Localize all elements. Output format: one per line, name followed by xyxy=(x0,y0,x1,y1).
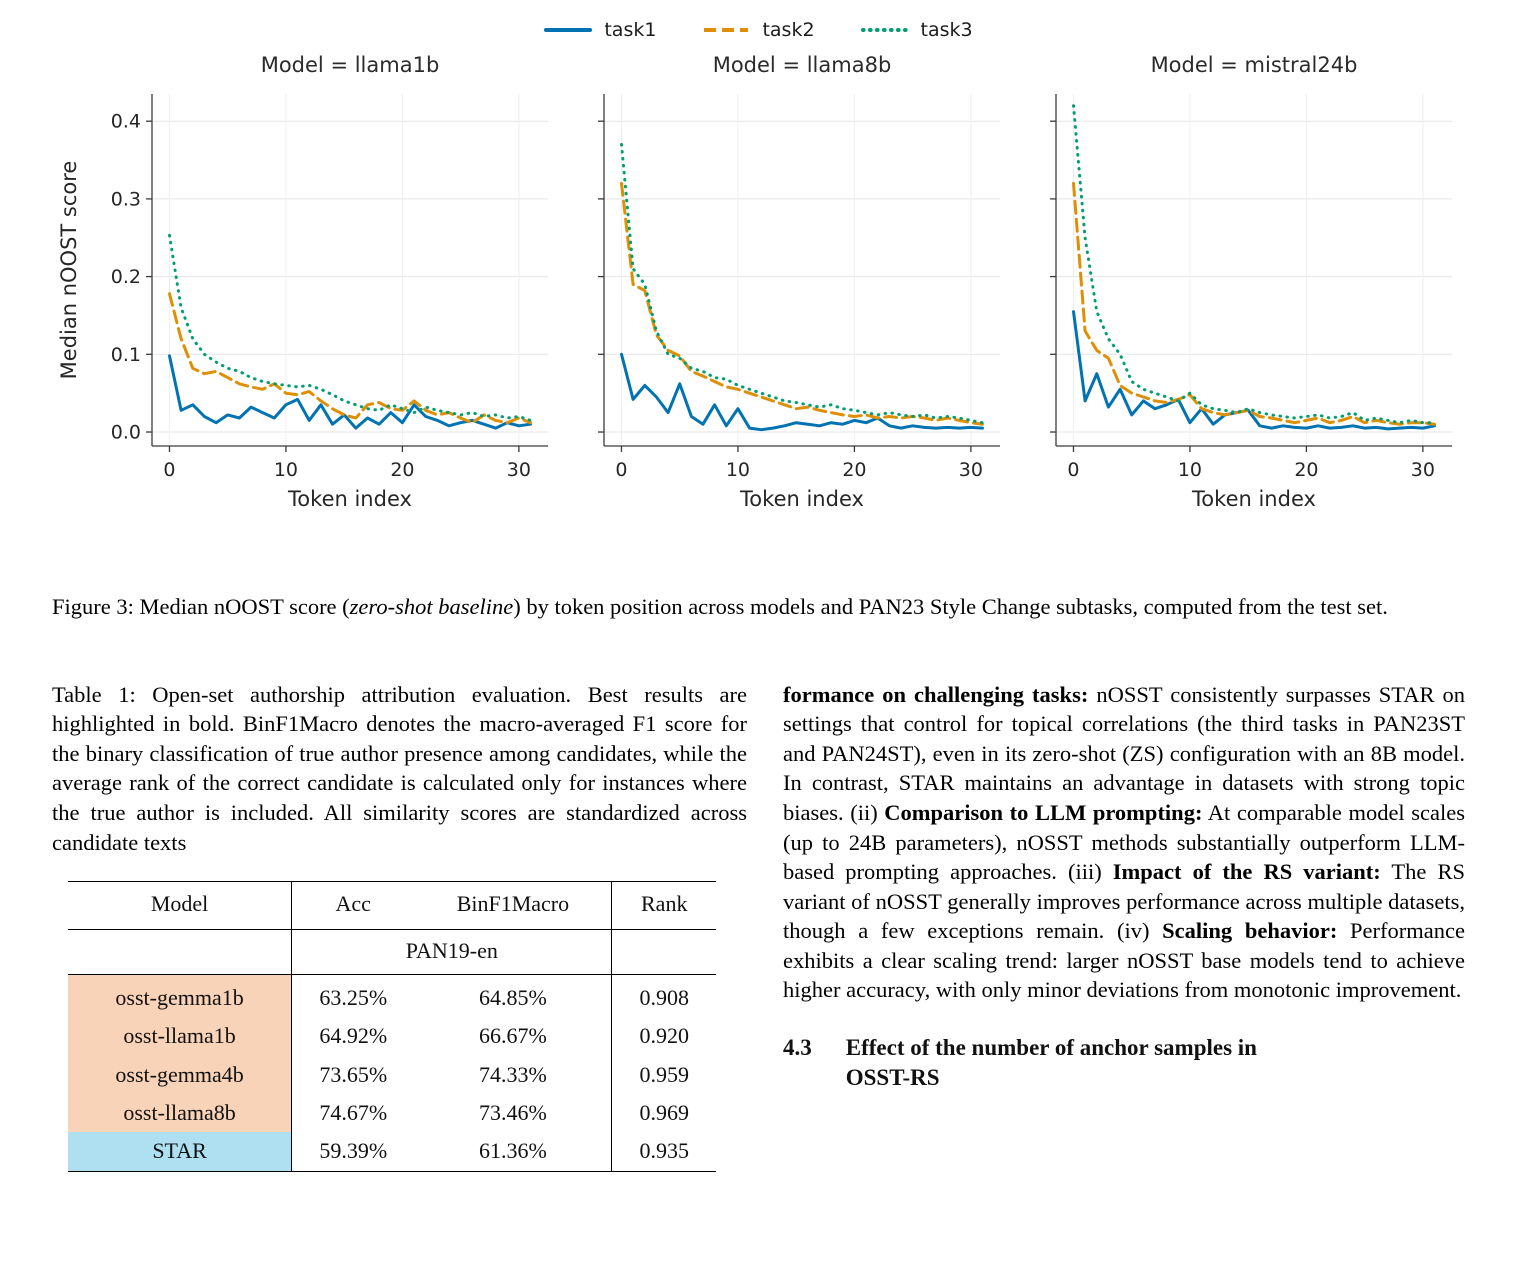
table-1: Model Acc BinF1Macro Rank PAN19-en osst-… xyxy=(52,881,747,1172)
legend-label-task2: task2 xyxy=(762,19,815,41)
section-heading-4-3: 4.3 Effect of the number of anchor sampl… xyxy=(783,1033,1465,1093)
table-row: osst-llama8b 74.67% 73.46% 0.969 xyxy=(68,1093,716,1133)
group-header-spacer xyxy=(68,929,292,975)
cell-acc: 74.67% xyxy=(291,1093,415,1133)
cell-binf1: 74.33% xyxy=(479,1061,547,1087)
cell-model: osst-llama1b xyxy=(68,1017,292,1056)
two-column-layout: Table 1: Open-set authorship attribution… xyxy=(52,680,1465,1172)
chart-panel-llama8b: 0 10 20 30 Model = llama8b Token index xyxy=(588,50,1014,514)
cell-model: osst-llama8b xyxy=(68,1093,292,1133)
results-table: Model Acc BinF1Macro Rank PAN19-en osst-… xyxy=(68,881,716,1172)
svg-text:Median nOOST score: Median nOOST score xyxy=(57,161,81,380)
chart-panel-mistral24b: 0 10 20 30 Model = mistral24b Token index xyxy=(1040,50,1466,514)
svg-text:0: 0 xyxy=(163,459,175,481)
svg-text:0.3: 0.3 xyxy=(111,188,141,210)
col-header-acc: Acc xyxy=(291,881,415,930)
cell-rank: 0.935 xyxy=(611,1132,716,1172)
col-header-binf1macro: BinF1Macro xyxy=(414,881,612,930)
col-header-rank: Rank xyxy=(611,881,716,930)
svg-text:20: 20 xyxy=(1294,459,1318,481)
legend-label-task1: task1 xyxy=(604,19,657,41)
legend-line-task3-icon xyxy=(860,28,909,32)
table-caption: Table 1: Open-set authorship attribution… xyxy=(52,681,747,855)
figure-caption: Figure 3: Median nOOST score (zero-shot … xyxy=(52,594,1388,619)
table-group-header-row: PAN19-en xyxy=(68,929,716,975)
svg-text:Model = llama8b: Model = llama8b xyxy=(713,53,892,77)
svg-text:10: 10 xyxy=(726,459,750,481)
charts-row: 0.0 0.1 0.2 0.3 0.4 0 10 20 30 Model = llama1b Tok… xyxy=(52,50,1465,514)
cell-acc: 59.39% xyxy=(291,1132,415,1172)
group-header-spacer xyxy=(611,929,716,975)
table-row: osst-gemma4b 73.65% 74.33% 0.959 xyxy=(68,1055,716,1094)
svg-text:Token index: Token index xyxy=(287,487,412,511)
cell-model: STAR xyxy=(68,1132,292,1172)
cell-acc: 63.25% xyxy=(291,974,415,1018)
svg-text:0: 0 xyxy=(1067,459,1079,481)
svg-text:0.2: 0.2 xyxy=(111,266,141,288)
legend-item-task3: task3 xyxy=(860,19,973,41)
table-header-row: Model Acc BinF1Macro Rank xyxy=(68,881,716,930)
legend-line-task1-icon xyxy=(544,28,593,32)
chart-panel-llama1b: 0.0 0.1 0.2 0.3 0.4 0 10 20 30 Model = llama1b Tok… xyxy=(52,50,562,514)
cell-model: osst-gemma4b xyxy=(68,1055,292,1094)
svg-text:20: 20 xyxy=(390,459,414,481)
svg-text:Token index: Token index xyxy=(739,487,864,511)
cell-rank: 0.969 xyxy=(611,1093,716,1133)
left-column: Table 1: Open-set authorship attribution… xyxy=(52,680,747,1172)
cell-acc: 73.65% xyxy=(291,1055,415,1094)
body-paragraph: formance on challenging tasks: nOSST con… xyxy=(783,681,1466,1003)
svg-text:20: 20 xyxy=(842,459,866,481)
cell-binf1: 73.46% xyxy=(479,1099,547,1125)
table-row: osst-llama1b 64.92% 66.67% 0.920 xyxy=(68,1017,716,1056)
legend-line-task2-icon xyxy=(704,28,749,32)
legend-item-task2: task2 xyxy=(702,19,815,41)
legend-item-task1: task1 xyxy=(544,19,656,41)
svg-text:0.4: 0.4 xyxy=(111,111,141,133)
cell-acc: 64.92% xyxy=(291,1017,415,1056)
cell-rank: 0.908 xyxy=(611,974,716,1018)
legend-label-task3: task3 xyxy=(920,19,973,41)
svg-text:0.0: 0.0 xyxy=(111,422,141,444)
section-title: Effect of the number of anchor samples i… xyxy=(845,1035,1257,1090)
col-header-model: Model xyxy=(68,881,292,930)
svg-text:Model = mistral24b: Model = mistral24b xyxy=(1151,53,1358,77)
cell-binf1: 64.85% xyxy=(479,984,547,1010)
figure-3: task1 task2 task3 0.0 0.1 0.2 0.3 0.4 0 10 20 30… xyxy=(52,14,1465,514)
cell-rank: 0.959 xyxy=(611,1055,716,1094)
section-number: 4.3 xyxy=(783,1035,812,1061)
svg-text:30: 30 xyxy=(959,459,983,481)
svg-text:Token index: Token index xyxy=(1191,487,1316,511)
svg-text:0: 0 xyxy=(615,459,627,481)
svg-text:10: 10 xyxy=(1178,459,1202,481)
figure-legend: task1 task2 task3 xyxy=(52,14,1465,46)
cell-binf1: 61.36% xyxy=(479,1138,547,1164)
svg-text:10: 10 xyxy=(274,459,298,481)
right-column: formance on challenging tasks: nOSST con… xyxy=(783,680,1465,1172)
cell-rank: 0.920 xyxy=(611,1017,716,1056)
cell-model: osst-gemma1b xyxy=(68,974,292,1018)
svg-text:Model = llama1b: Model = llama1b xyxy=(261,53,440,77)
svg-text:0.1: 0.1 xyxy=(111,344,141,366)
table-row: STAR 59.39% 61.36% 0.935 xyxy=(68,1132,716,1172)
table-row: osst-gemma1b 63.25% 64.85% 0.908 xyxy=(68,974,716,1018)
svg-text:30: 30 xyxy=(507,459,531,481)
cell-binf1: 66.67% xyxy=(479,1023,547,1049)
svg-text:30: 30 xyxy=(1411,459,1435,481)
group-header-dataset: PAN19-en xyxy=(291,929,612,975)
